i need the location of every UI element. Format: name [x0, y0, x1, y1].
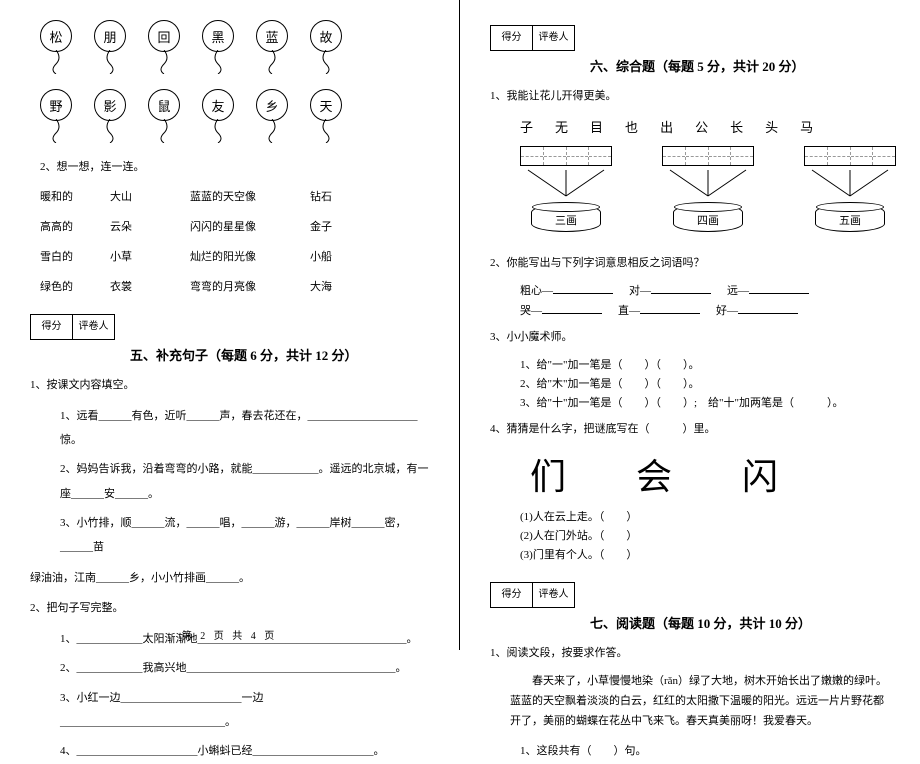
stroke-bin: 四画: [662, 146, 754, 232]
match-row: 雪白的小草灿烂的阳光像小船: [40, 248, 429, 264]
balloon: 影: [94, 89, 126, 146]
char-item: 目: [590, 117, 603, 136]
reading-passage: 春天来了，小草慢慢地染（rǎn）绿了大地，树木开始长出了嫩嫩的绿叶。蓝蓝的天空飘…: [510, 672, 890, 731]
balloon: 野: [40, 89, 72, 146]
stroke-bin: 三画: [520, 146, 612, 232]
big-char: 会: [636, 448, 672, 500]
char-item: 出: [660, 117, 673, 136]
riddle-item: (2)人在门外站。（ ）: [520, 527, 890, 543]
riddle-item: (1)人在云上走。（ ）: [520, 508, 890, 524]
balloon: 朋: [94, 20, 126, 77]
big-char: 们: [530, 448, 566, 500]
score-box-7: 得分 评卷人: [490, 582, 575, 608]
score-box: 得分 评卷人: [30, 314, 115, 340]
big-char: 闪: [742, 448, 778, 500]
section5-title: 五、补充句子（每题 6 分，共计 12 分）: [130, 345, 429, 364]
section7-title: 七、阅读题（每题 10 分，共计 10 分）: [590, 613, 890, 632]
char-item: 无: [555, 117, 568, 136]
balloon: 乡: [256, 89, 288, 146]
balloon: 天: [310, 89, 342, 146]
section6-title: 六、综合题（每题 5 分，共计 20 分）: [590, 56, 890, 75]
footer: 第 2 页 共 4 页: [0, 627, 459, 642]
char-item: 公: [695, 117, 708, 136]
balloon: 回: [148, 20, 180, 77]
balloon: 蓝: [256, 20, 288, 77]
balloon: 故: [310, 20, 342, 77]
stroke-bin: 五画: [804, 146, 896, 232]
antonym-row: 粗心—对—远—: [520, 282, 890, 298]
q2-label: 2、想一想，连一连。: [40, 158, 429, 174]
match-row: 绿色的衣裳弯弯的月亮像大海: [40, 278, 429, 294]
balloon: 友: [202, 89, 234, 146]
balloon: 黑: [202, 20, 234, 77]
char-item: 子: [520, 117, 533, 136]
match-row: 高高的云朵闪闪的星星像金子: [40, 218, 429, 234]
char-item: 头: [765, 117, 778, 136]
char-item: 也: [625, 117, 638, 136]
riddle-item: (3)门里有个人。（ ）: [520, 546, 890, 562]
antonym-row: 哭—直—好—: [520, 302, 890, 318]
balloon: 松: [40, 20, 72, 77]
balloon: 鼠: [148, 89, 180, 146]
char-item: 长: [730, 117, 743, 136]
char-item: 马: [800, 117, 813, 136]
score-box-6: 得分 评卷人: [490, 25, 575, 51]
match-row: 暖和的大山蓝蓝的天空像钻石: [40, 188, 429, 204]
